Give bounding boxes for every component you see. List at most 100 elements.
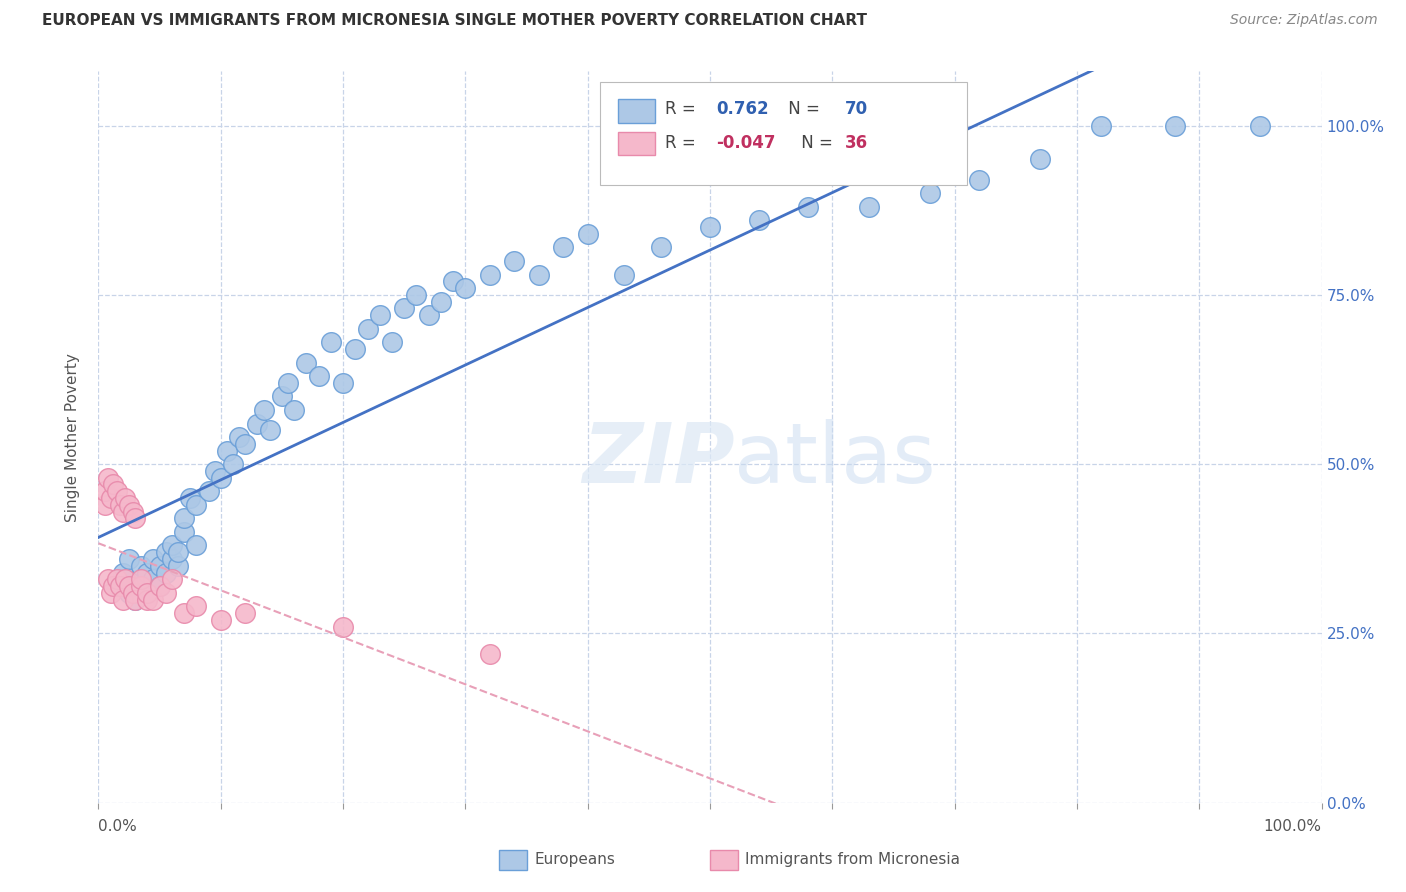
Text: Source: ZipAtlas.com: Source: ZipAtlas.com [1230, 13, 1378, 28]
Point [173, 511, 195, 525]
Point [124, 592, 146, 607]
Point [418, 308, 440, 322]
Point [215, 443, 238, 458]
Point [97, 572, 120, 586]
Point [149, 558, 172, 573]
Text: 0.762: 0.762 [716, 101, 769, 119]
Point [114, 491, 136, 505]
Text: ZIP: ZIP [582, 418, 734, 500]
Point [142, 592, 165, 607]
Point [160, 538, 183, 552]
Point [967, 172, 990, 186]
Point [155, 566, 177, 580]
Point [332, 620, 354, 634]
Point [136, 586, 159, 600]
Point [155, 545, 177, 559]
Point [576, 227, 599, 241]
Text: N =: N = [796, 134, 832, 152]
Point [118, 498, 141, 512]
Point [209, 613, 232, 627]
Point [1029, 153, 1052, 167]
Point [368, 308, 391, 322]
Point [186, 599, 208, 614]
Text: Europeans: Europeans [534, 853, 616, 867]
Point [110, 498, 132, 512]
Point [295, 355, 318, 369]
Point [129, 572, 152, 586]
Point [121, 586, 143, 600]
Point [920, 186, 942, 201]
Text: atlas: atlas [734, 418, 936, 500]
Point [478, 647, 501, 661]
Point [277, 376, 299, 390]
Point [650, 240, 672, 254]
Point [149, 579, 172, 593]
Point [332, 376, 354, 390]
Point [699, 220, 721, 235]
Point [797, 200, 820, 214]
Point [110, 579, 132, 593]
Point [233, 606, 256, 620]
Point [441, 274, 464, 288]
Point [179, 491, 201, 505]
Point [155, 586, 177, 600]
Point [252, 403, 274, 417]
FancyBboxPatch shape [600, 82, 967, 185]
Bar [619, 132, 655, 155]
Point [405, 288, 427, 302]
Point [160, 552, 183, 566]
Text: Immigrants from Micronesia: Immigrants from Micronesia [745, 853, 960, 867]
Point [136, 592, 159, 607]
Text: 70: 70 [845, 101, 868, 119]
Point [209, 471, 232, 485]
Point [259, 423, 281, 437]
Point [270, 389, 294, 403]
Point [430, 294, 453, 309]
Point [454, 281, 477, 295]
Point [101, 579, 124, 593]
Point [105, 572, 128, 586]
Point [167, 558, 190, 573]
Text: 0.0%: 0.0% [98, 820, 138, 834]
Point [356, 322, 378, 336]
Text: -0.047: -0.047 [716, 134, 776, 152]
Point [124, 592, 146, 607]
Point [308, 369, 330, 384]
Point [105, 484, 128, 499]
Text: 100.0%: 100.0% [1264, 820, 1322, 834]
Y-axis label: Single Mother Poverty: Single Mother Poverty [65, 352, 80, 522]
Point [748, 213, 770, 227]
Text: EUROPEAN VS IMMIGRANTS FROM MICRONESIA SINGLE MOTHER POVERTY CORRELATION CHART: EUROPEAN VS IMMIGRANTS FROM MICRONESIA S… [42, 13, 868, 29]
Point [111, 505, 134, 519]
Point [97, 471, 120, 485]
Text: 36: 36 [845, 134, 868, 152]
Point [613, 268, 636, 282]
Point [527, 268, 550, 282]
Point [105, 579, 128, 593]
Point [129, 572, 152, 586]
Point [186, 498, 208, 512]
Text: R =: R = [665, 134, 700, 152]
Point [149, 579, 172, 593]
Point [233, 437, 256, 451]
Point [118, 552, 141, 566]
Point [1250, 119, 1272, 133]
Point [222, 457, 245, 471]
Point [121, 505, 143, 519]
Point [283, 403, 305, 417]
Point [186, 538, 208, 552]
Point [160, 572, 183, 586]
Point [129, 558, 152, 573]
Point [129, 579, 152, 593]
Point [136, 566, 159, 580]
Point [319, 335, 342, 350]
Point [101, 477, 124, 491]
Point [111, 592, 134, 607]
Point [100, 586, 122, 600]
Point [124, 511, 146, 525]
Point [100, 491, 122, 505]
Point [167, 545, 190, 559]
Point [858, 200, 880, 214]
Point [204, 464, 226, 478]
Bar [619, 99, 655, 122]
